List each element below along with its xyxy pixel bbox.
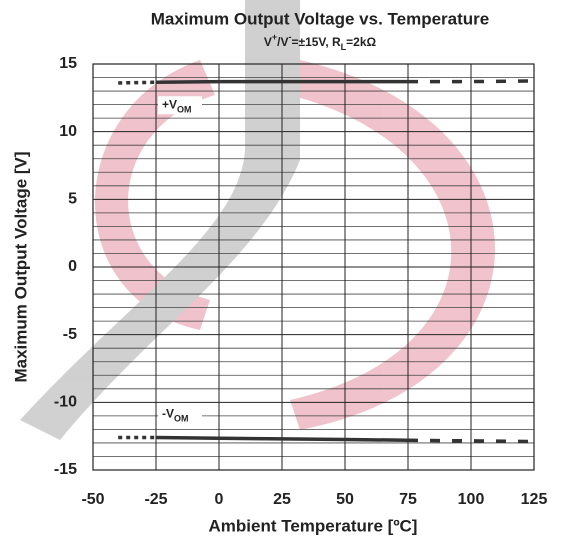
subtitle-part: L	[341, 42, 347, 52]
x-tick-label: 0	[215, 491, 224, 508]
x-axis-label: Ambient Temperature [ºC]	[209, 516, 418, 535]
watermark	[20, 0, 495, 440]
subtitle-part: +	[272, 32, 277, 42]
series-label-main: +V	[162, 97, 177, 111]
y-axis-label: Maximum Output Voltage [V]	[11, 151, 30, 382]
y-tick-label: 5	[68, 191, 77, 208]
plot-frame	[92, 63, 535, 471]
series-label: -VOM	[162, 407, 189, 424]
y-tick-label: 0	[68, 258, 77, 275]
x-tick-label: 50	[336, 491, 354, 508]
chart-subtitle: V+/V-=±15V, RL=2kΩ	[264, 32, 377, 52]
data-line	[155, 435, 409, 442]
label-background	[158, 405, 202, 424]
x-tick-label: 25	[273, 491, 291, 508]
label-background	[158, 96, 202, 115]
subtitle-part: =2kΩ	[346, 35, 376, 49]
chart-title: Maximum Output Voltage vs. Temperature	[151, 9, 490, 28]
series-label-sub: OM	[177, 105, 192, 115]
y-tick-label: -15	[54, 461, 77, 478]
y-tick-label: 15	[59, 55, 77, 72]
series-label: +VOM	[162, 97, 192, 114]
x-tick-label: 125	[521, 491, 548, 508]
data-line	[118, 80, 157, 85]
x-tick-label: 75	[399, 491, 417, 508]
y-tick-label: 10	[59, 123, 77, 140]
x-tick-label: -25	[144, 491, 167, 508]
subtitle-part: V	[264, 35, 272, 49]
series-label-main: -V	[162, 407, 174, 421]
subtitle-part: -	[288, 32, 291, 42]
y-tick-label: -10	[54, 394, 77, 411]
subtitle-part: /V	[277, 35, 288, 49]
subtitle-part: =±15V, R	[291, 35, 341, 49]
series-label-sub: OM	[174, 414, 189, 424]
x-tick-label: -50	[81, 491, 104, 508]
x-tick-label: 100	[458, 491, 485, 508]
data-line	[155, 79, 408, 85]
y-tick-label: -5	[63, 326, 77, 343]
